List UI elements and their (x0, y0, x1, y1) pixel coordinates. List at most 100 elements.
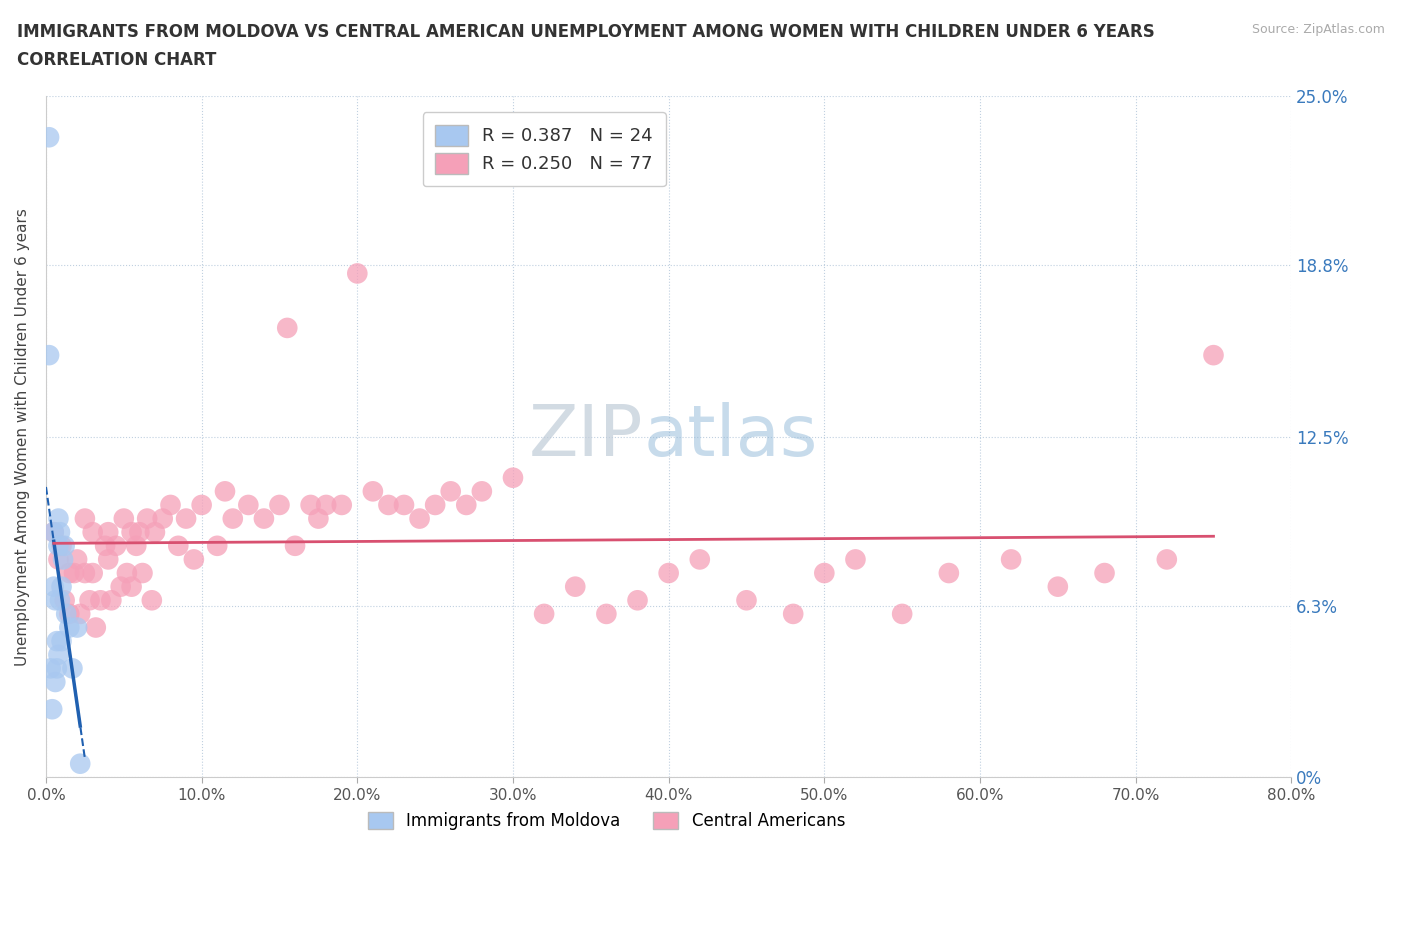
Point (190, 498, 212, 512)
Point (97, 552, 120, 567)
Point (782, 606, 804, 621)
Point (361, 484, 384, 498)
Point (69, 606, 91, 621)
Point (143, 525, 166, 539)
Point (1000, 552, 1022, 567)
Point (100, 592, 122, 607)
Y-axis label: Unemployment Among Women with Children Under 6 years: Unemployment Among Women with Children U… (15, 208, 30, 666)
Point (48, 552, 70, 567)
Point (45, 661, 67, 676)
Point (269, 498, 291, 512)
Point (49, 525, 72, 539)
Point (408, 512, 430, 526)
Point (42, 525, 65, 539)
Point (58, 620, 80, 635)
Point (1156, 552, 1178, 567)
Point (844, 552, 866, 567)
Point (315, 498, 337, 512)
Point (346, 266, 368, 281)
Point (89, 592, 111, 607)
Point (658, 565, 681, 580)
Point (214, 484, 236, 498)
Point (183, 552, 205, 567)
Point (94, 538, 117, 553)
Point (131, 565, 153, 580)
Point (51, 538, 73, 553)
Point (471, 484, 494, 498)
Point (423, 498, 446, 512)
Point (299, 498, 322, 512)
Point (53, 538, 76, 553)
Point (330, 498, 353, 512)
Point (205, 538, 228, 553)
Point (79, 592, 101, 607)
Point (52, 552, 75, 567)
Text: atlas: atlas (644, 403, 818, 472)
Point (55, 606, 77, 621)
Text: Source: ZipAtlas.com: Source: ZipAtlas.com (1251, 23, 1385, 36)
Legend: Immigrants from Moldova, Central Americans: Immigrants from Moldova, Central America… (361, 805, 852, 837)
Point (84, 620, 107, 635)
Point (82, 565, 104, 580)
Point (38, 348, 60, 363)
Point (689, 552, 711, 567)
Point (45, 633, 67, 648)
Point (440, 484, 463, 498)
Point (159, 498, 181, 512)
Text: ZIP: ZIP (529, 403, 644, 472)
Point (48, 538, 70, 553)
Point (58, 565, 80, 580)
Point (1046, 579, 1069, 594)
Point (66, 552, 89, 567)
Point (115, 565, 138, 580)
Point (42, 525, 65, 539)
Point (626, 592, 648, 607)
Point (152, 512, 174, 526)
Point (69, 756, 91, 771)
Point (41, 702, 63, 717)
Point (238, 498, 260, 512)
Point (125, 538, 148, 553)
Text: CORRELATION CHART: CORRELATION CHART (17, 51, 217, 69)
Point (307, 512, 329, 526)
Point (377, 498, 399, 512)
Point (136, 512, 159, 526)
Point (42, 579, 65, 594)
Point (253, 512, 276, 526)
Point (891, 606, 914, 621)
Point (392, 498, 415, 512)
Point (174, 512, 197, 526)
Point (73, 565, 96, 580)
Point (39, 661, 62, 676)
Point (97, 525, 120, 539)
Point (82, 525, 104, 539)
Point (73, 512, 96, 526)
Point (1094, 565, 1116, 580)
Point (141, 592, 163, 607)
Point (502, 471, 524, 485)
Point (595, 606, 617, 621)
Point (121, 579, 143, 594)
Point (564, 579, 586, 594)
Point (66, 620, 89, 635)
Point (105, 538, 128, 553)
Point (938, 565, 960, 580)
Point (44, 592, 66, 607)
Point (813, 565, 835, 580)
Point (533, 606, 555, 621)
Point (128, 525, 150, 539)
Point (51, 579, 73, 594)
Point (735, 592, 758, 607)
Point (112, 512, 135, 526)
Point (49, 592, 72, 607)
Point (58, 606, 80, 621)
Point (110, 579, 132, 594)
Point (48, 647, 70, 662)
Point (51, 633, 73, 648)
Point (48, 512, 70, 526)
Point (44, 674, 66, 689)
Point (62, 661, 84, 676)
Point (167, 538, 190, 553)
Point (222, 512, 245, 526)
Point (276, 321, 298, 336)
